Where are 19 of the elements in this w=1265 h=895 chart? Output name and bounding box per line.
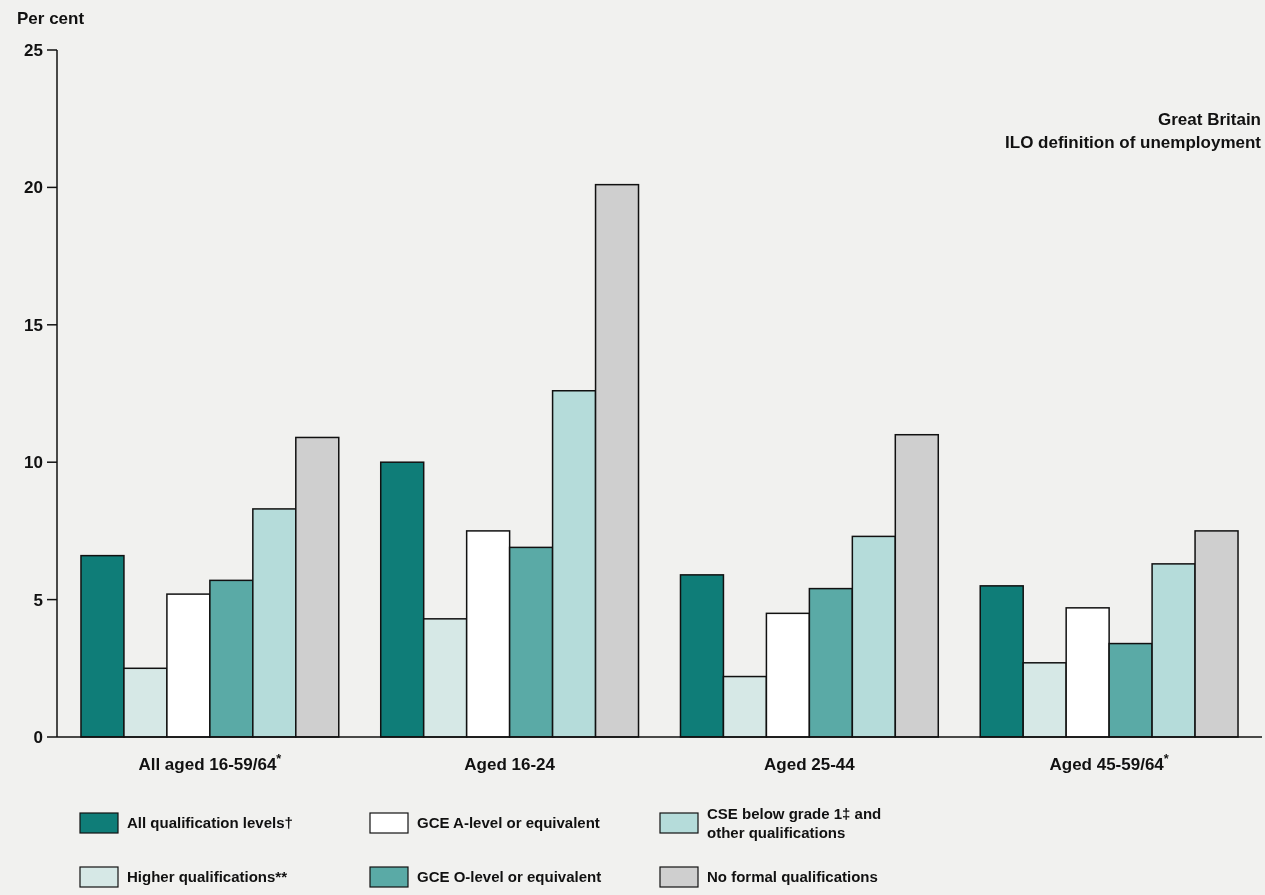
y-tick-label: 5: [33, 590, 43, 610]
y-axis-title: Per cent: [17, 9, 85, 28]
y-tick-label: 0: [33, 727, 43, 747]
x-tick-label: Aged 16-24: [464, 755, 556, 774]
x-tick-label: All aged 16-59/64$^{*}$: [138, 750, 282, 774]
y-tick-label: 10: [24, 453, 43, 473]
legend-label: All qualification levels†: [127, 814, 293, 832]
y-tick-label: 25: [24, 40, 43, 60]
text: Great Britain: [1158, 110, 1261, 129]
legend-label: CSE below grade 1‡ and other qualifications: [707, 805, 882, 842]
legend-label: No formal qualifications: [707, 868, 878, 886]
y-tick-label: 15: [24, 315, 43, 335]
x-tick-label: Aged 25-44: [764, 755, 856, 774]
y-tick-label: 20: [24, 178, 43, 198]
legend-label: GCE O-level or equivalent: [417, 868, 602, 886]
legend-label: GCE A-level or equivalent: [417, 814, 600, 832]
text: ILO definition of unemployment: [1005, 133, 1262, 152]
x-tick-label: Aged 45-59/64$^{*}$: [1049, 750, 1169, 774]
legend-label: Higher qualifications**: [127, 868, 288, 886]
